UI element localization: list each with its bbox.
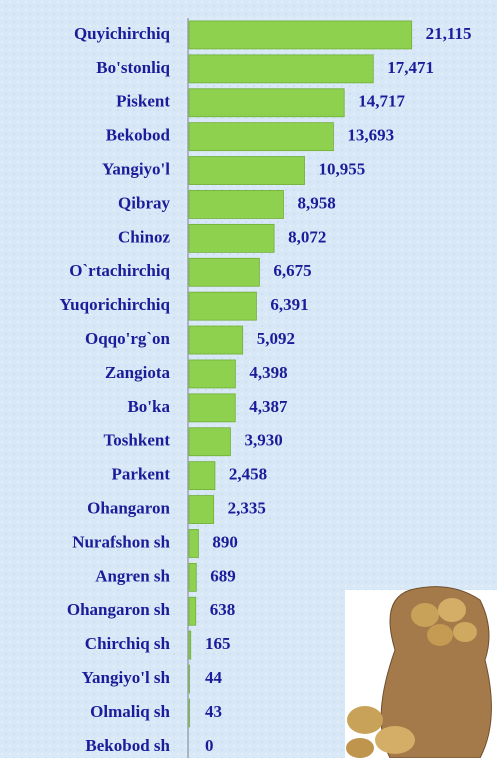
category-label: Ohangaron sh	[67, 600, 171, 619]
value-label: 689	[210, 566, 236, 585]
value-label: 10,955	[319, 159, 366, 178]
bar	[188, 461, 216, 491]
category-label: Bekobod	[106, 126, 171, 145]
value-label: 2,335	[228, 498, 266, 517]
category-label: Yangiyo'l sh	[82, 668, 171, 687]
value-label: 21,115	[426, 24, 472, 43]
value-label: 2,458	[229, 465, 267, 484]
value-label: 0	[205, 736, 214, 755]
value-label: 17,471	[387, 58, 434, 77]
value-label: 6,675	[273, 261, 311, 280]
bar	[188, 529, 199, 558]
value-label: 44	[205, 668, 223, 687]
category-label: Ohangaron	[87, 498, 170, 517]
potato-sack	[345, 586, 497, 758]
value-label: 3,930	[244, 431, 282, 450]
value-label: 6,391	[270, 295, 308, 314]
bar	[188, 122, 334, 152]
category-label: Quyichirchiq	[74, 24, 171, 43]
value-label: 4,398	[249, 363, 287, 382]
category-label: Qibray	[118, 193, 170, 212]
bar	[188, 393, 236, 423]
bar	[188, 359, 236, 389]
value-label: 8,958	[297, 193, 335, 212]
category-label: Olmaliq sh	[90, 702, 170, 721]
bar	[188, 291, 257, 321]
bar	[188, 257, 260, 287]
value-label: 165	[205, 634, 231, 653]
category-label: Bo'stonliq	[96, 58, 170, 77]
bar	[188, 223, 275, 253]
category-label: Bekobod sh	[85, 736, 170, 755]
value-label: 13,693	[347, 126, 394, 145]
bar	[188, 325, 244, 355]
bar	[188, 54, 374, 84]
value-label: 4,387	[249, 397, 288, 416]
category-label: Zangiota	[105, 363, 171, 382]
category-label: Nurafshon sh	[72, 532, 170, 551]
bar	[188, 596, 197, 626]
bar	[188, 156, 305, 185]
category-label: Oqqo'rg`on	[85, 329, 171, 348]
value-label: 890	[212, 532, 238, 551]
category-label: Chirchiq sh	[85, 634, 171, 653]
category-label: Toshkent	[104, 431, 171, 450]
bar	[188, 630, 192, 660]
value-label: 14,717	[358, 92, 405, 111]
bar	[188, 495, 215, 524]
bar	[188, 190, 284, 219]
category-label: Yangiyo'l	[102, 159, 170, 178]
category-label: O`rtachirchiq	[69, 261, 170, 280]
bar	[188, 562, 197, 592]
value-label: 8,072	[288, 227, 326, 246]
category-label: Parkent	[111, 465, 170, 484]
bar	[188, 20, 413, 50]
value-label: 5,092	[257, 329, 295, 348]
bar	[188, 88, 345, 118]
category-label: Yuqorichirchiq	[59, 295, 170, 314]
bar	[188, 427, 231, 457]
category-label: Chinoz	[118, 227, 170, 246]
value-label: 43	[205, 702, 222, 721]
category-label: Angren sh	[95, 566, 170, 585]
category-label: Piskent	[116, 92, 170, 111]
value-label: 638	[210, 600, 236, 619]
category-label: Bo'ka	[127, 397, 170, 416]
